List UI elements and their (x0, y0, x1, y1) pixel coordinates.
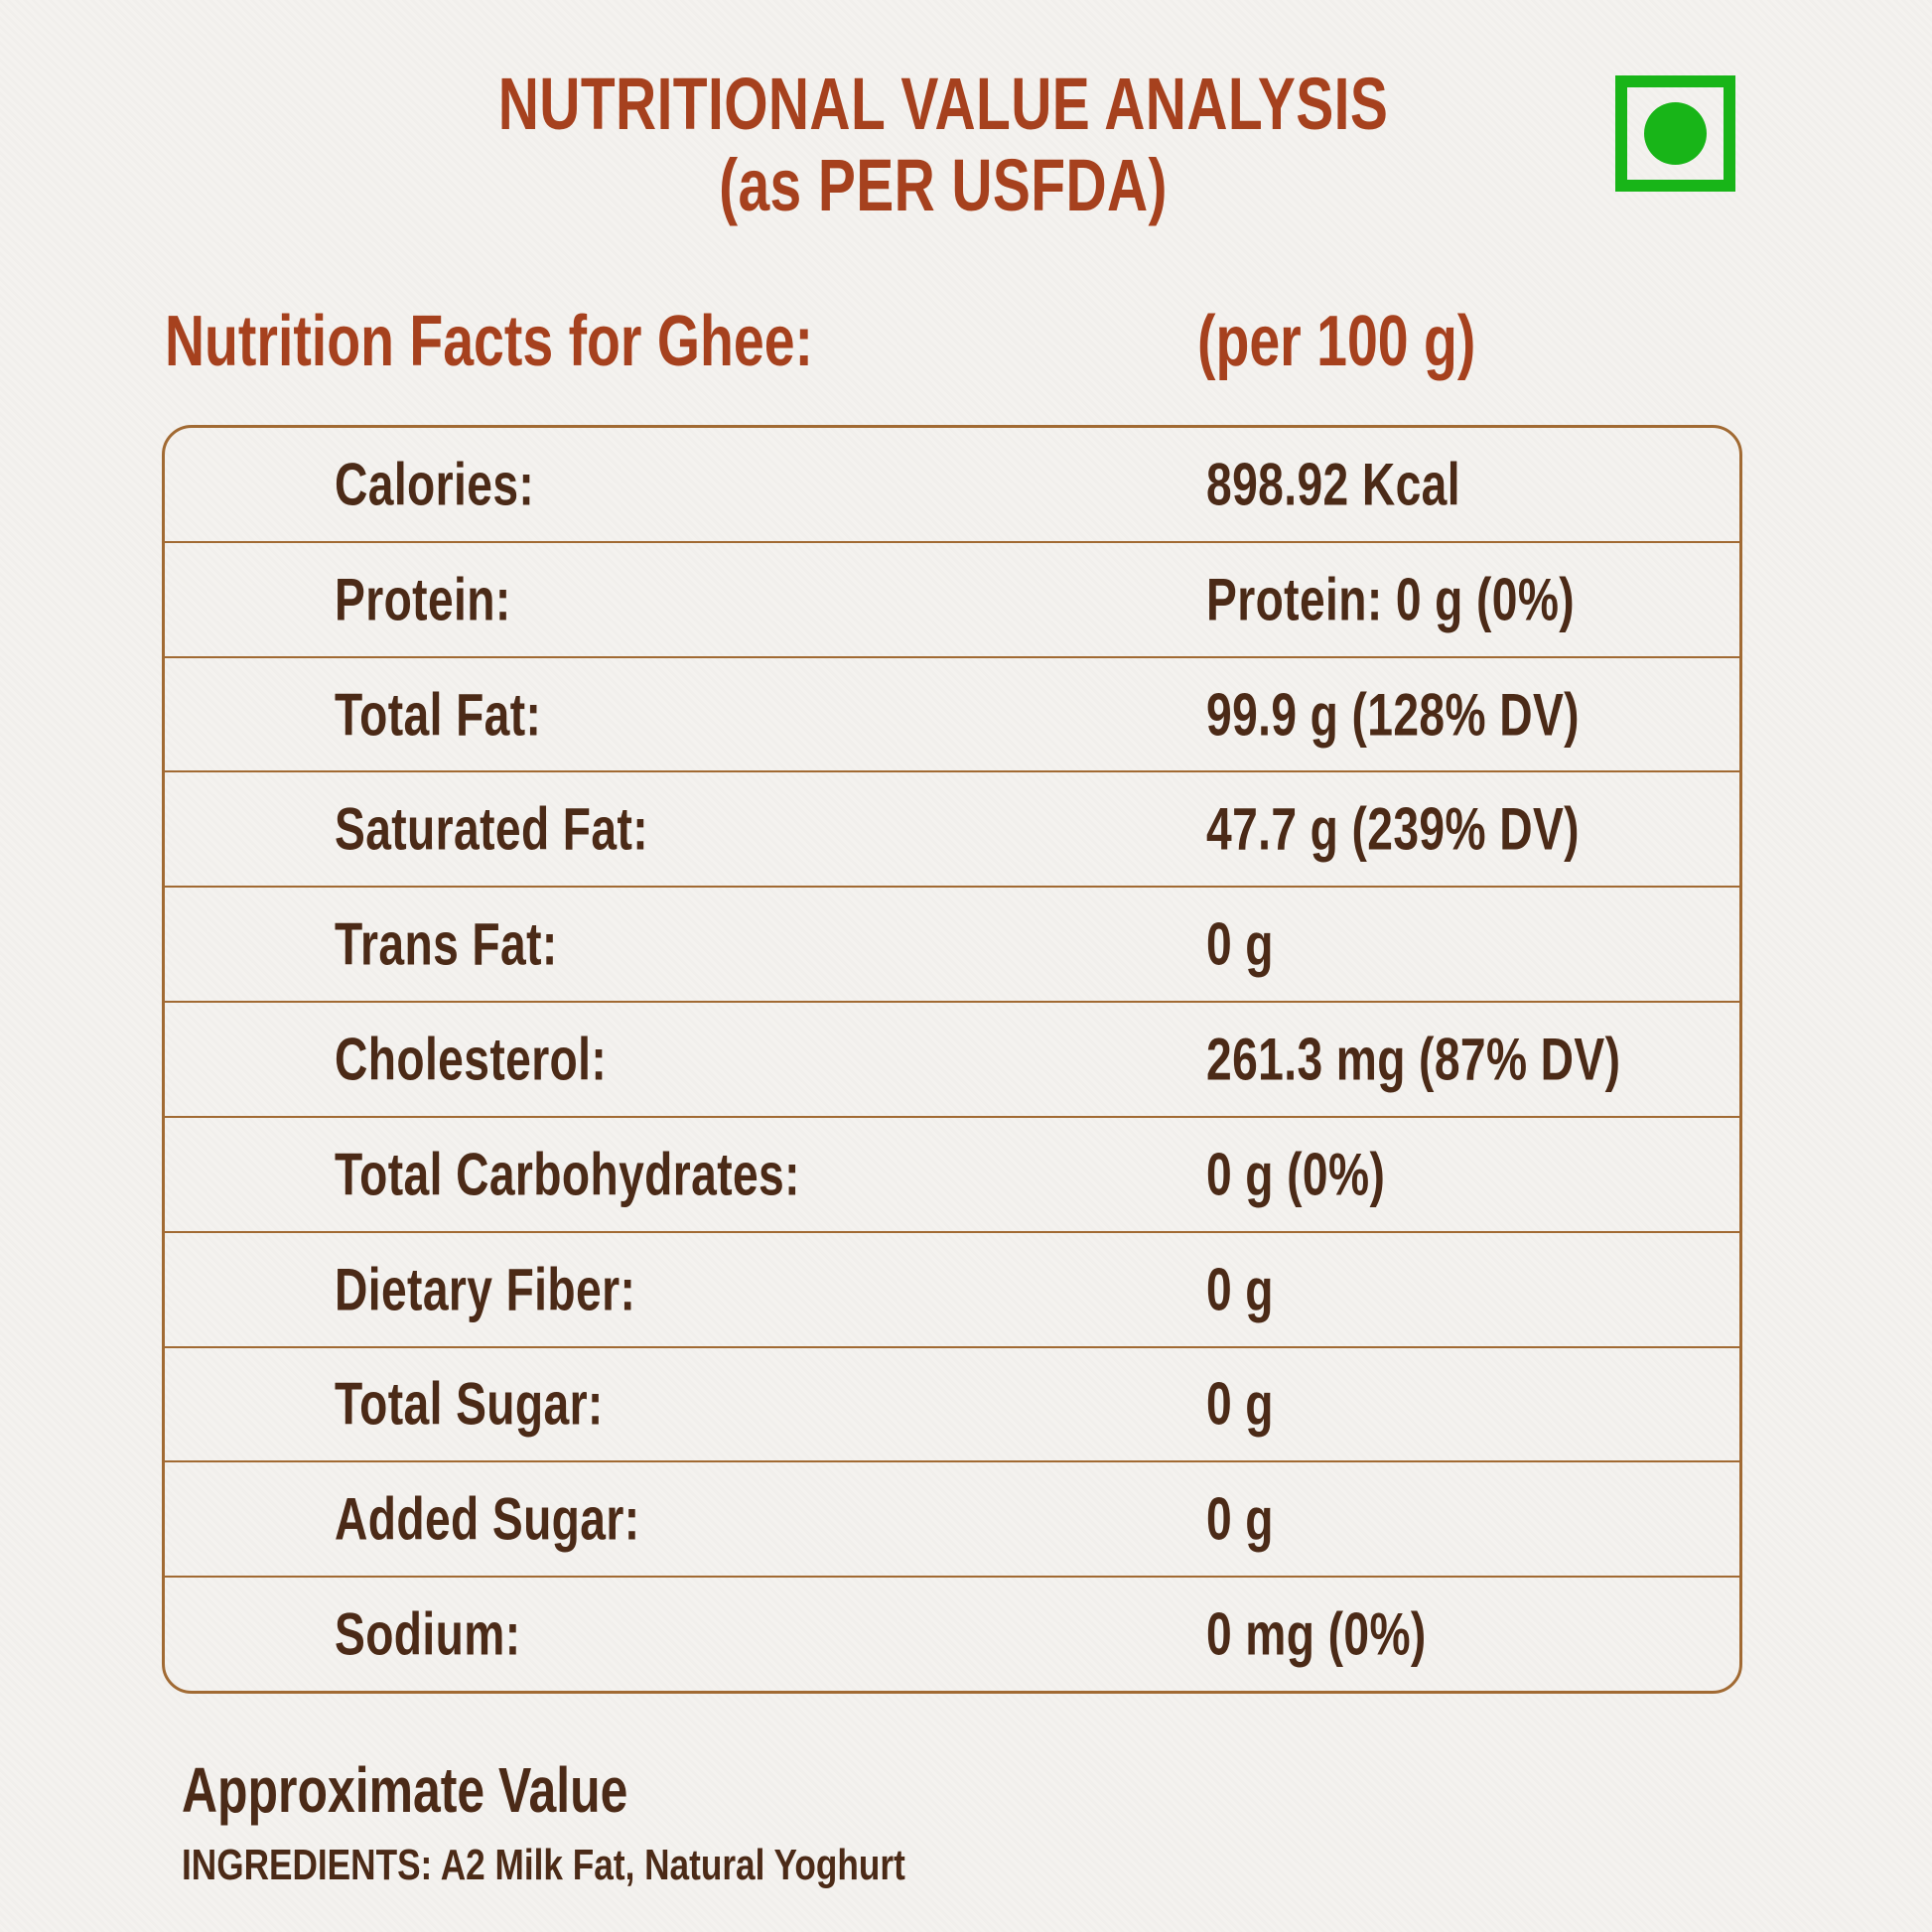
title-line-1: NUTRITIONAL VALUE ANALYSIS (497, 63, 1389, 145)
page-title: NUTRITIONAL VALUE ANALYSIS (as PER USFDA… (0, 64, 1886, 226)
table-row: Added Sugar: 0 g (165, 1460, 1739, 1576)
nutrient-value: 0 g (0%) (1206, 1141, 1386, 1208)
ingredients-text: INGREDIENTS: A2 Milk Fat, Natural Yoghur… (182, 1841, 905, 1889)
nutrient-label: Total Sugar: (335, 1370, 604, 1438)
nutrient-label: Total Fat: (335, 681, 542, 749)
nutrient-value: 0 g (1206, 1485, 1274, 1553)
title-line-2: (as PER USFDA) (719, 144, 1168, 226)
nutrient-label: Sodium: (335, 1600, 521, 1668)
nutrient-label: Total Carbohydrates: (335, 1141, 800, 1208)
nutrient-label: Added Sugar: (335, 1485, 640, 1553)
nutrient-label: Protein: (335, 566, 511, 633)
nutrient-label: Saturated Fat: (335, 795, 649, 863)
vegetarian-mark-icon (1615, 75, 1735, 192)
nutrient-label: Dietary Fiber: (335, 1256, 636, 1323)
nutrient-label: Trans Fat: (335, 910, 558, 978)
nutrient-value: 99.9 g (128% DV) (1206, 681, 1580, 749)
nutrient-value: 0 mg (0%) (1206, 1600, 1427, 1668)
nutrient-value: 0 g (1206, 1256, 1274, 1323)
nutrient-label: Cholesterol: (335, 1026, 608, 1093)
table-row: Cholesterol: 261.3 mg (87% DV) (165, 1001, 1739, 1116)
table-row: Dietary Fiber: 0 g (165, 1230, 1739, 1346)
nutrient-value: Protein: 0 g (0%) (1206, 566, 1576, 633)
nutrient-value: 47.7 g (239% DV) (1206, 795, 1580, 863)
table-row: Total Sugar: 0 g (165, 1345, 1739, 1461)
nutrition-table: Calories: 898.92 Kcal Protein: Protein: … (162, 425, 1742, 1694)
table-header: Nutrition Facts for Ghee: (per 100 g) (0, 301, 1932, 410)
table-row: Total Fat: 99.9 g (128% DV) (165, 655, 1739, 771)
table-row: Trans Fat: 0 g (165, 886, 1739, 1001)
nutrient-value: 0 g (1206, 1370, 1274, 1438)
table-row: Calories: 898.92 Kcal (165, 428, 1739, 541)
nutrient-label: Calories: (335, 451, 535, 518)
table-row: Sodium: 0 mg (0%) (165, 1576, 1739, 1691)
table-row: Protein: Protein: 0 g (0%) (165, 540, 1739, 656)
nutrient-value: 261.3 mg (87% DV) (1206, 1026, 1621, 1093)
approximate-value-note: Approximate Value (182, 1754, 628, 1826)
footer: Approximate Value INGREDIENTS: A2 Milk F… (182, 1753, 1086, 1890)
nutrient-value: 0 g (1206, 910, 1274, 978)
vegetarian-dot-icon (1644, 102, 1707, 165)
per-quantity-label: (per 100 g) (1197, 302, 1476, 381)
nutrient-value: 898.92 Kcal (1206, 451, 1460, 518)
table-row: Total Carbohydrates: 0 g (0%) (165, 1115, 1739, 1231)
nutrition-facts-heading: Nutrition Facts for Ghee: (165, 302, 813, 381)
table-row: Saturated Fat: 47.7 g (239% DV) (165, 770, 1739, 886)
